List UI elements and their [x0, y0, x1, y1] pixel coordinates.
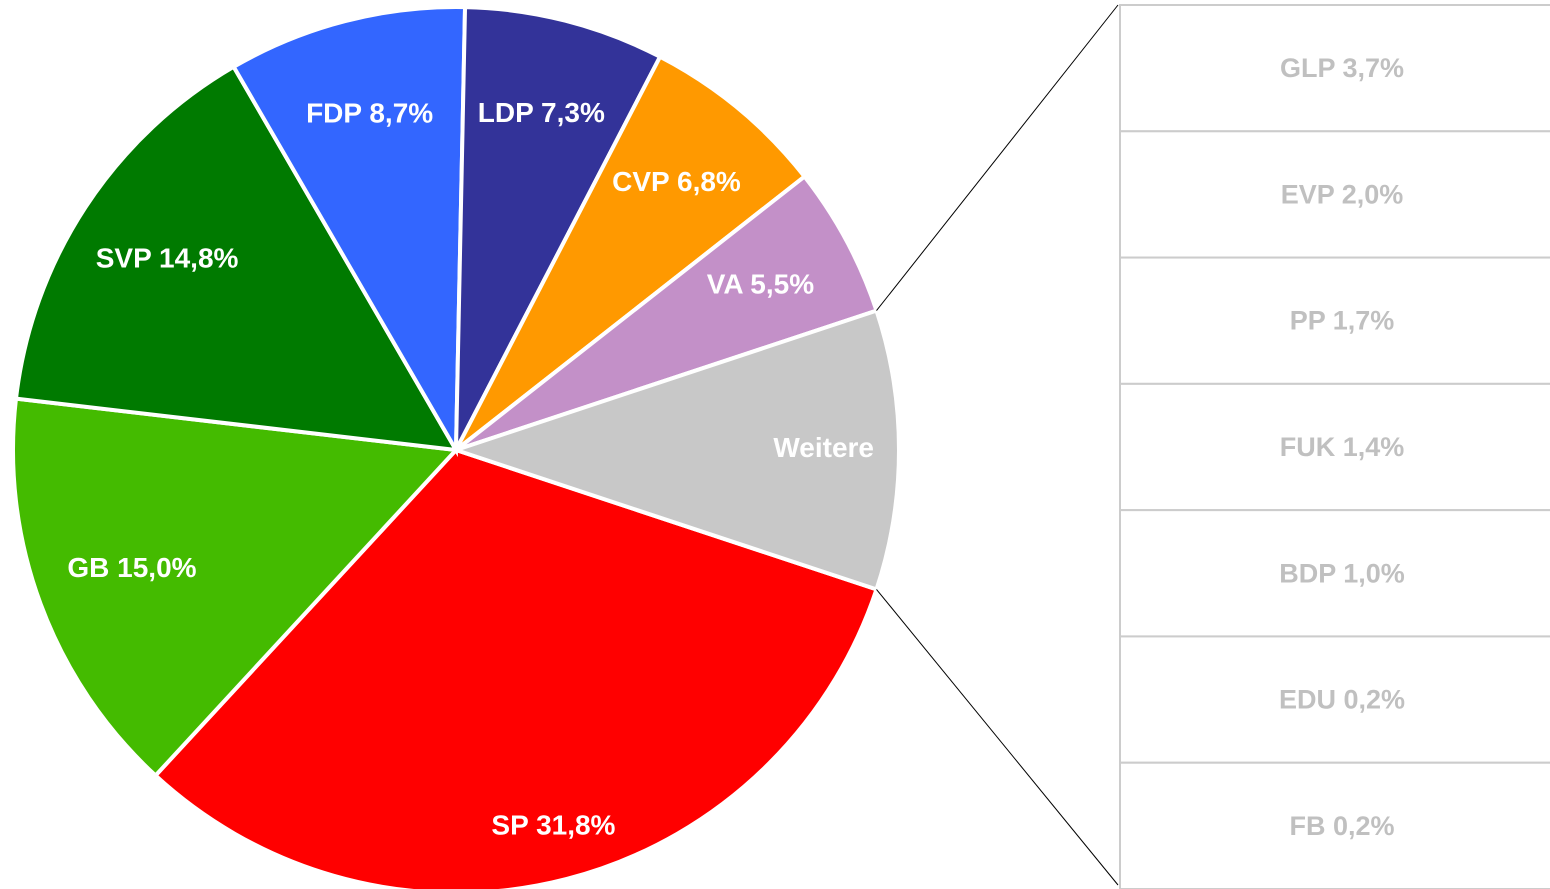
slice-value: 15,0% [117, 552, 196, 583]
bar-category: EDU [1279, 685, 1336, 715]
connector [876, 589, 1119, 886]
bar-segment [1119, 635, 1550, 764]
pie-slice [454, 5, 663, 451]
slice-label: SP 31,8% [491, 810, 615, 841]
pie-slice [13, 64, 460, 453]
bar-segment [1119, 761, 1550, 889]
connector [876, 4, 1119, 311]
slice-value: 8,7% [369, 98, 433, 129]
slice-value: 31,8% [536, 810, 615, 841]
bar-label: BDP 1,0% [1279, 558, 1405, 588]
slice-label: VA 5,5% [707, 269, 814, 300]
bar-segment [1119, 509, 1550, 638]
pie-slice [11, 396, 461, 779]
bar-label: FB 0,2% [1289, 811, 1394, 841]
bar-segment [1119, 130, 1550, 259]
bar-category: FUK [1280, 432, 1336, 462]
slice-category: LDP [478, 98, 534, 129]
bar-label: EDU 0,2% [1279, 685, 1405, 715]
bar-value: 1,0% [1343, 558, 1405, 588]
bar-label: EVP 2,0% [1281, 180, 1404, 210]
slice-category: FDP [306, 98, 362, 129]
slice-label: LDP 7,3% [478, 98, 605, 129]
slice-value: 5,5% [750, 269, 814, 300]
pie-slice [230, 5, 468, 458]
bar-value: 3,7% [1342, 53, 1404, 83]
bar-value: 1,7% [1333, 306, 1395, 336]
pie-slice [152, 447, 880, 889]
slice-label: SVP 14,8% [96, 243, 239, 274]
bar-value: 0,2% [1333, 811, 1395, 841]
slice-category: SVP [96, 243, 152, 274]
pie-slice [449, 308, 901, 592]
slice-value: 6,8% [677, 166, 741, 197]
pie-slice [454, 54, 808, 452]
bar-category: PP [1290, 306, 1326, 336]
bar-label: FUK 1,4% [1280, 432, 1405, 462]
slice-category: CVP [612, 166, 669, 197]
bar-segment [1119, 4, 1550, 133]
bar-label: PP 1,7% [1290, 306, 1395, 336]
bar-category: BDP [1279, 558, 1336, 588]
bar-value: 1,4% [1343, 432, 1405, 462]
slice-label: CVP 6,8% [612, 166, 741, 197]
slice-category: VA [707, 269, 744, 300]
bar-value: 0,2% [1343, 685, 1405, 715]
bar-value: 2,0% [1342, 180, 1404, 210]
slice-value: 14,8% [159, 243, 238, 274]
pie-slice [454, 173, 880, 452]
slice-label: GB 15,0% [67, 552, 196, 583]
slice-label: Weitere [773, 432, 874, 463]
bar-category: FB [1289, 811, 1325, 841]
bar-category: GLP [1280, 53, 1335, 83]
bar-label: GLP 3,7% [1280, 53, 1404, 83]
slice-label: FDP 8,7% [306, 98, 433, 129]
slice-category: GB [67, 552, 109, 583]
slice-category: SP [491, 810, 528, 841]
slice-value: 7,3% [541, 98, 605, 129]
bar-category: EVP [1281, 180, 1335, 210]
slice-category: Weitere [773, 432, 874, 463]
bar-segment [1119, 256, 1550, 385]
